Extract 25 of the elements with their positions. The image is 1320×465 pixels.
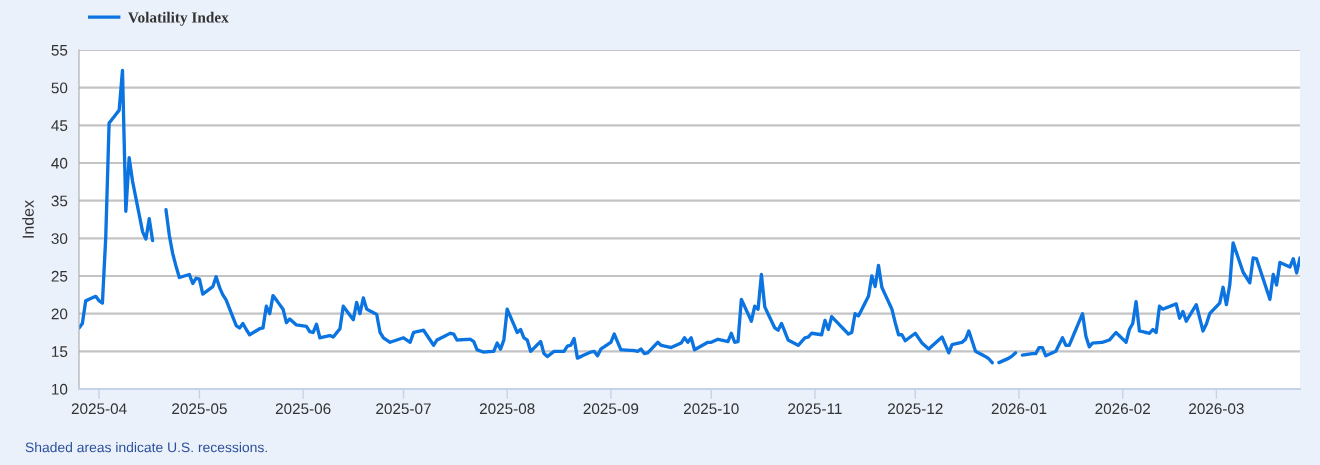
x-tick-label: 2026-03 [1189, 403, 1244, 415]
legend-label: Volatility Index [128, 11, 229, 26]
y-axis-title: Index [22, 200, 34, 238]
x-tick-label: 2025-06 [275, 403, 331, 415]
x-tick-label: 2025-08 [479, 403, 535, 415]
y-tick-label: 45 [51, 120, 68, 132]
y-tick-label: 30 [51, 233, 68, 245]
x-tick-label: 2025-12 [888, 403, 943, 415]
y-tick-label: 20 [51, 308, 68, 320]
y-tick-label: 40 [51, 157, 68, 169]
y-tick-label: 55 [51, 45, 68, 56]
x-tick-label: 2025-11 [788, 403, 842, 415]
x-tick-label: 2025-04 [71, 403, 127, 415]
x-tick-label: 2026-01 [991, 403, 1047, 415]
y-tick-label: 10 [52, 383, 68, 395]
x-tick-label: 2025-09 [583, 403, 639, 415]
y-tick-label: 50 [51, 82, 68, 94]
y-tick-label: 35 [51, 195, 68, 207]
x-tick-label: 2025-07 [376, 403, 431, 415]
y-tick-label: 15 [52, 346, 68, 358]
y-tick-label: 25 [51, 270, 68, 282]
x-tick-label: 2025-10 [683, 403, 739, 415]
text: Shaded areas indicate U.S. recessions. [25, 442, 267, 453]
x-tick-label: 2025-05 [172, 403, 227, 415]
x-tick-label: 2026-02 [1095, 403, 1150, 415]
